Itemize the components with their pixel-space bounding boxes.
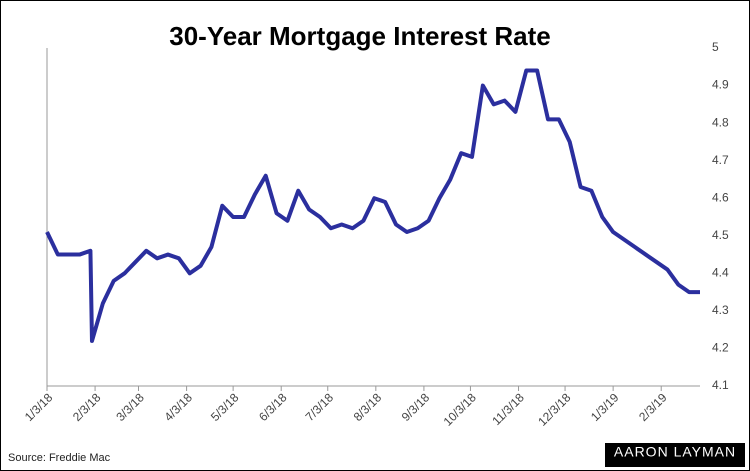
y-tick-label: 4.8 <box>712 115 729 129</box>
y-tick-label: 4.7 <box>712 153 729 167</box>
logo-box <box>605 443 745 467</box>
y-tick-label: 4.2 <box>712 341 729 355</box>
y-tick-label: 4.6 <box>712 190 729 204</box>
y-tick-label: 4.1 <box>712 378 729 392</box>
y-tick-label: 4.4 <box>712 266 729 280</box>
y-tick-label: 5 <box>712 40 719 54</box>
y-tick-label: 4.9 <box>712 78 729 92</box>
line-series <box>45 68 700 343</box>
y-tick-label: 4.5 <box>712 228 729 242</box>
y-tick-label: 4.3 <box>712 303 729 317</box>
logo: AARON LAYMAN <box>614 444 736 460</box>
chart-title: 30-Year Mortgage Interest Rate <box>169 21 550 51</box>
source-note: Source: Freddie Mac <box>8 452 111 464</box>
